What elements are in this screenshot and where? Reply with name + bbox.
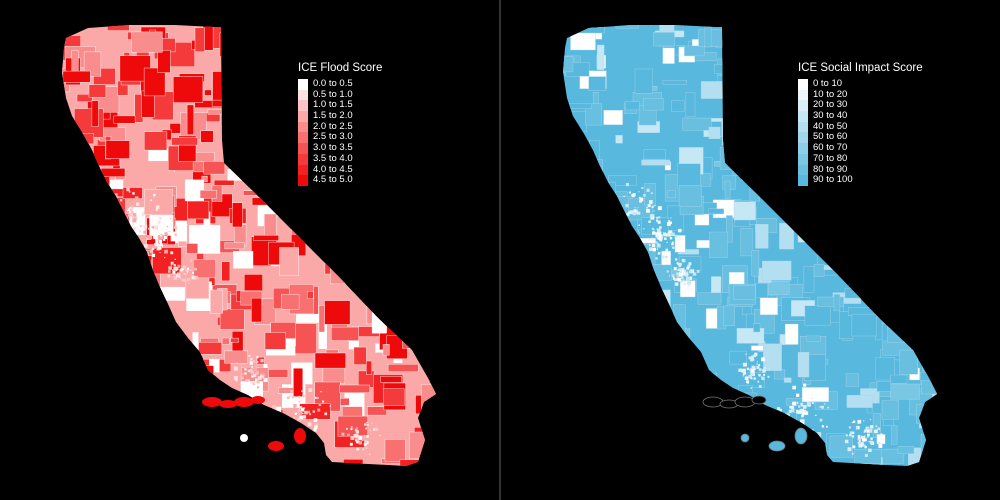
channel-island <box>202 397 222 407</box>
legend-swatch <box>298 121 308 133</box>
channel-island <box>234 397 254 407</box>
legend-entry: 80 to 90 <box>798 163 923 176</box>
flood-score-legend: ICE Flood Score 0.0 to 0.5 0.5 to 1.0 1.0 … <box>298 62 382 186</box>
legend-swatch <box>798 79 808 90</box>
panel-divider <box>499 0 501 500</box>
legend-entry: 40 to 50 <box>798 120 923 133</box>
legend-swatch <box>798 153 808 165</box>
channel-island <box>734 396 756 408</box>
legend-label: 70 to 80 <box>813 152 848 164</box>
legend-entry: 0.0 to 0.5 <box>298 78 382 90</box>
legend-entry: 0 to 10 <box>798 78 923 90</box>
legend-label: 4.5 to 5.0 <box>313 174 353 186</box>
channel-island <box>740 433 750 443</box>
flood-legend-title: ICE Flood Score <box>298 62 383 74</box>
legend-entry: 2.5 to 3.0 <box>298 131 382 144</box>
legend-label: 0.5 to 1.0 <box>313 88 353 100</box>
legend-label: 10 to 20 <box>813 88 848 100</box>
social-impact-legend: ICE Social Impact Score 0 to 10 10 to 20 2… <box>798 62 923 186</box>
legend-label: 1.5 to 2.0 <box>313 110 353 122</box>
channel-island <box>751 395 767 405</box>
legend-label: 0 to 10 <box>813 78 843 89</box>
legend-swatch <box>298 111 308 122</box>
legend-entry: 70 to 80 <box>798 152 923 165</box>
channel-island <box>240 434 248 442</box>
legend-label: 20 to 30 <box>813 99 848 111</box>
legend-swatch <box>298 175 308 186</box>
social-legend-title: ICE Social Impact Score <box>798 62 923 74</box>
legend-swatch <box>798 121 808 133</box>
legend-swatch <box>298 132 308 144</box>
legend-entry: 3.5 to 4.0 <box>298 152 382 165</box>
legend-entry: 50 to 60 <box>798 131 923 144</box>
channel-island <box>294 428 306 444</box>
legend-label: 30 to 40 <box>813 110 848 122</box>
legend-swatch <box>298 164 308 176</box>
legend-label: 90 to 100 <box>813 174 853 186</box>
legend-swatch <box>798 111 808 122</box>
legend-entry: 2.0 to 2.5 <box>298 120 382 133</box>
legend-swatch <box>798 164 808 176</box>
legend-label: 4.0 to 4.5 <box>313 163 353 175</box>
legend-swatch <box>298 79 308 90</box>
legend-swatch <box>798 100 808 112</box>
legend-label: 3.0 to 3.5 <box>313 142 353 154</box>
channel-island <box>768 440 786 452</box>
california-social-impact-map <box>563 25 937 466</box>
legend-swatch <box>298 153 308 165</box>
legend-swatch <box>798 175 808 186</box>
legend-entry: 20 to 30 <box>798 99 923 112</box>
legend-label: 40 to 50 <box>813 120 848 132</box>
legend-entry: 4.0 to 4.5 <box>298 163 382 176</box>
legend-label: 50 to 60 <box>813 131 848 143</box>
legend-entry: 60 to 70 <box>798 142 923 154</box>
legend-entry: 10 to 20 <box>798 88 923 101</box>
legend-entry: 1.5 to 2.0 <box>298 110 382 122</box>
legend-entry: 0.5 to 1.0 <box>298 88 382 101</box>
legend-swatch <box>798 132 808 144</box>
legend-entry: 4.5 to 5.0 <box>298 174 382 186</box>
legend-swatch <box>798 143 808 154</box>
channel-island <box>702 396 724 408</box>
legend-label: 2.5 to 3.0 <box>313 131 353 143</box>
legend-entry: 90 to 100 <box>798 174 923 186</box>
legend-entry: 1.0 to 1.5 <box>298 99 382 112</box>
social-impact-map-panel: ICE Social Impact Score 0 to 10 10 to 20 2… <box>501 0 1000 500</box>
legend-label: 1.0 to 1.5 <box>313 99 353 111</box>
channel-island <box>268 441 284 451</box>
legend-swatch <box>298 143 308 154</box>
legend-label: 0.0 to 0.5 <box>313 78 353 89</box>
legend-label: 80 to 90 <box>813 163 848 175</box>
california-flood-score-map <box>62 25 436 466</box>
legend-entry: 30 to 40 <box>798 110 923 122</box>
channel-island <box>251 396 265 404</box>
channel-island <box>794 427 808 445</box>
legend-label: 60 to 70 <box>813 142 848 154</box>
channel-island <box>219 400 237 408</box>
legend-swatch <box>798 89 808 101</box>
flood-score-map-panel: ICE Flood Score 0.0 to 0.5 0.5 to 1.0 1.0 … <box>0 0 499 500</box>
legend-entry: 3.0 to 3.5 <box>298 142 382 154</box>
legend-label: 2.0 to 2.5 <box>313 120 353 132</box>
legend-label: 3.5 to 4.0 <box>313 152 353 164</box>
legend-swatch <box>298 100 308 112</box>
legend-swatch <box>298 89 308 101</box>
